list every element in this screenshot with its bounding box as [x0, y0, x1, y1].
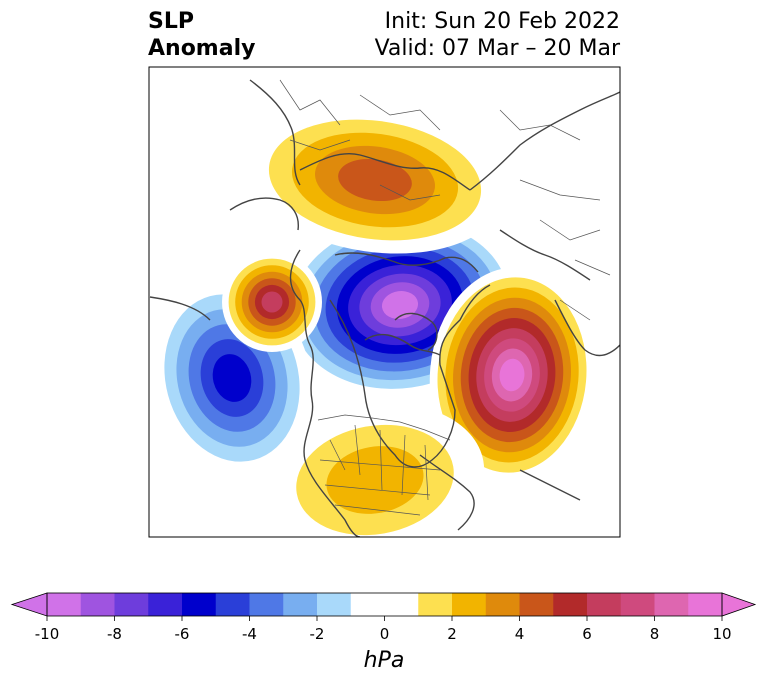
- colorbar-cell: [283, 593, 318, 616]
- colorbar-cell: [114, 593, 149, 616]
- colorbar-extend-min: [10, 592, 48, 617]
- anomaly-contour: [326, 446, 424, 514]
- colorbar-cell: [553, 593, 588, 616]
- anomaly-contour: [381, 291, 419, 319]
- anomaly-contour: [499, 358, 525, 392]
- colorbar-tick-label: -4: [242, 625, 257, 643]
- anomaly-field: [149, 79, 620, 537]
- chart-title-right: Init: Sun 20 Feb 2022 Valid: 07 Mar – 20…: [375, 8, 620, 62]
- map-frame: [148, 66, 621, 538]
- anomaly-contour: [338, 158, 412, 202]
- colorbar: -10 -8 -6 -4 -2 0 2 4 6 8 10 hPa: [10, 592, 757, 673]
- borders: [279, 79, 611, 516]
- colorbar-cell: [620, 593, 655, 616]
- colorbar-cell: [182, 593, 217, 616]
- colorbar-cell: [80, 593, 115, 616]
- colorbar-tick-label: 8: [650, 625, 660, 643]
- colorbar-tick-label: -6: [175, 625, 190, 643]
- anomaly-region: [245, 106, 505, 254]
- anomaly-region: [429, 267, 595, 483]
- valid-range: Valid: 07 Mar – 20 Mar: [374, 36, 620, 61]
- colorbar-cell: [654, 593, 689, 616]
- anomaly-region: [222, 252, 322, 352]
- colorbar-cell: [688, 593, 723, 616]
- colorbar-cell: [350, 593, 385, 616]
- colorbar-tick-label: 2: [447, 625, 457, 643]
- colorbar-cell: [148, 593, 183, 616]
- coastlines: [149, 79, 620, 537]
- colorbar-tick-label: 4: [515, 625, 525, 643]
- colorbar-cell: [215, 593, 250, 616]
- title-field: Anomaly: [148, 36, 256, 61]
- colorbar-tick-label: 10: [712, 625, 731, 643]
- anomaly-contour: [212, 354, 252, 402]
- colorbar-units: hPa: [364, 648, 405, 673]
- title-variable: SLP: [148, 9, 194, 34]
- colorbar-tick-label: -8: [107, 625, 122, 643]
- chart-title-left: SLP Anomaly: [148, 8, 255, 62]
- init-date: Init: Sun 20 Feb 2022: [384, 9, 620, 34]
- colorbar-cell: [384, 593, 419, 616]
- colorbar-cell: [452, 593, 487, 616]
- colorbar-cell: [587, 593, 622, 616]
- colorbar-cell: [418, 593, 453, 616]
- colorbar-tick-label: -2: [310, 625, 325, 643]
- colorbar-cell: [317, 593, 352, 616]
- colorbar-cell: [47, 593, 82, 616]
- anomaly-contour: [261, 291, 283, 313]
- colorbar-tick-label: 0: [380, 625, 390, 643]
- colorbar-tick-label: 6: [582, 625, 592, 643]
- colorbar-cell: [485, 593, 520, 616]
- colorbar-cell: [519, 593, 554, 616]
- colorbar-cell: [249, 593, 284, 616]
- map-panel: [148, 66, 621, 538]
- colorbar-extend-max: [721, 592, 757, 617]
- colorbar-tick-label: -10: [35, 625, 60, 643]
